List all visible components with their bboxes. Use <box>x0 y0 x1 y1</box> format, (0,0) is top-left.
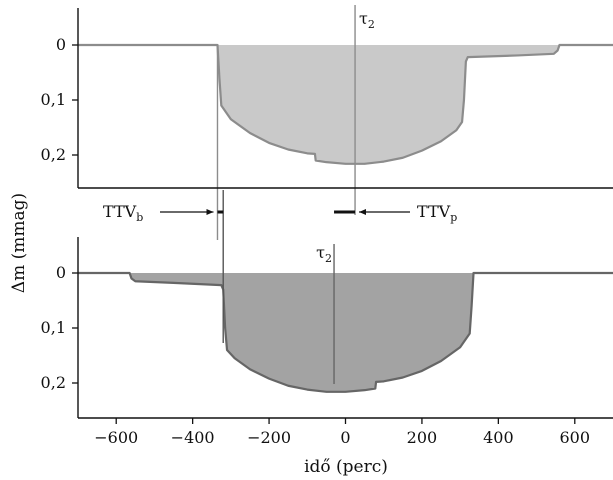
x-tick-label: −600 <box>94 428 138 447</box>
bottom-light-curve <box>78 271 613 393</box>
x-tick-label: 200 <box>407 428 438 447</box>
x-tick-label: −200 <box>247 428 291 447</box>
connector-group: TTVb TTVp <box>103 48 457 343</box>
top-area-fill <box>78 45 613 164</box>
bottom-y-tick-label: 0,2 <box>41 373 66 392</box>
top-y-tick-label: 0,2 <box>41 145 66 164</box>
x-tick-label: 0 <box>340 428 350 447</box>
ttv-p-label: TTVp <box>417 202 457 224</box>
top-y-tick-label: 0,1 <box>41 90 66 109</box>
x-tick-label: −400 <box>171 428 215 447</box>
ttv-b-label: TTVb <box>103 202 143 224</box>
bottom-y-tick-label: 0 <box>56 263 66 282</box>
top-light-curve <box>78 43 613 165</box>
top-y-tick-label: 0 <box>56 35 66 54</box>
top-tau-label: τ2 <box>359 9 375 31</box>
x-axis-title: idő (perc) <box>304 457 388 477</box>
bottom-tau-label: τ2 <box>316 243 332 265</box>
top-panel: τ2 <box>78 5 613 215</box>
axes-group: 0 0,1 0,2 0 0,1 0,2 −600 −400 −200 0 200 400 600 <box>41 8 613 447</box>
x-tick-label: 600 <box>560 428 591 447</box>
x-tick-label: 400 <box>483 428 514 447</box>
bottom-area-fill <box>78 273 613 392</box>
bottom-y-tick-label: 0,1 <box>41 318 66 337</box>
bottom-panel: τ2 <box>78 243 613 393</box>
y-axis-title: Δm (mmag) <box>9 193 29 293</box>
